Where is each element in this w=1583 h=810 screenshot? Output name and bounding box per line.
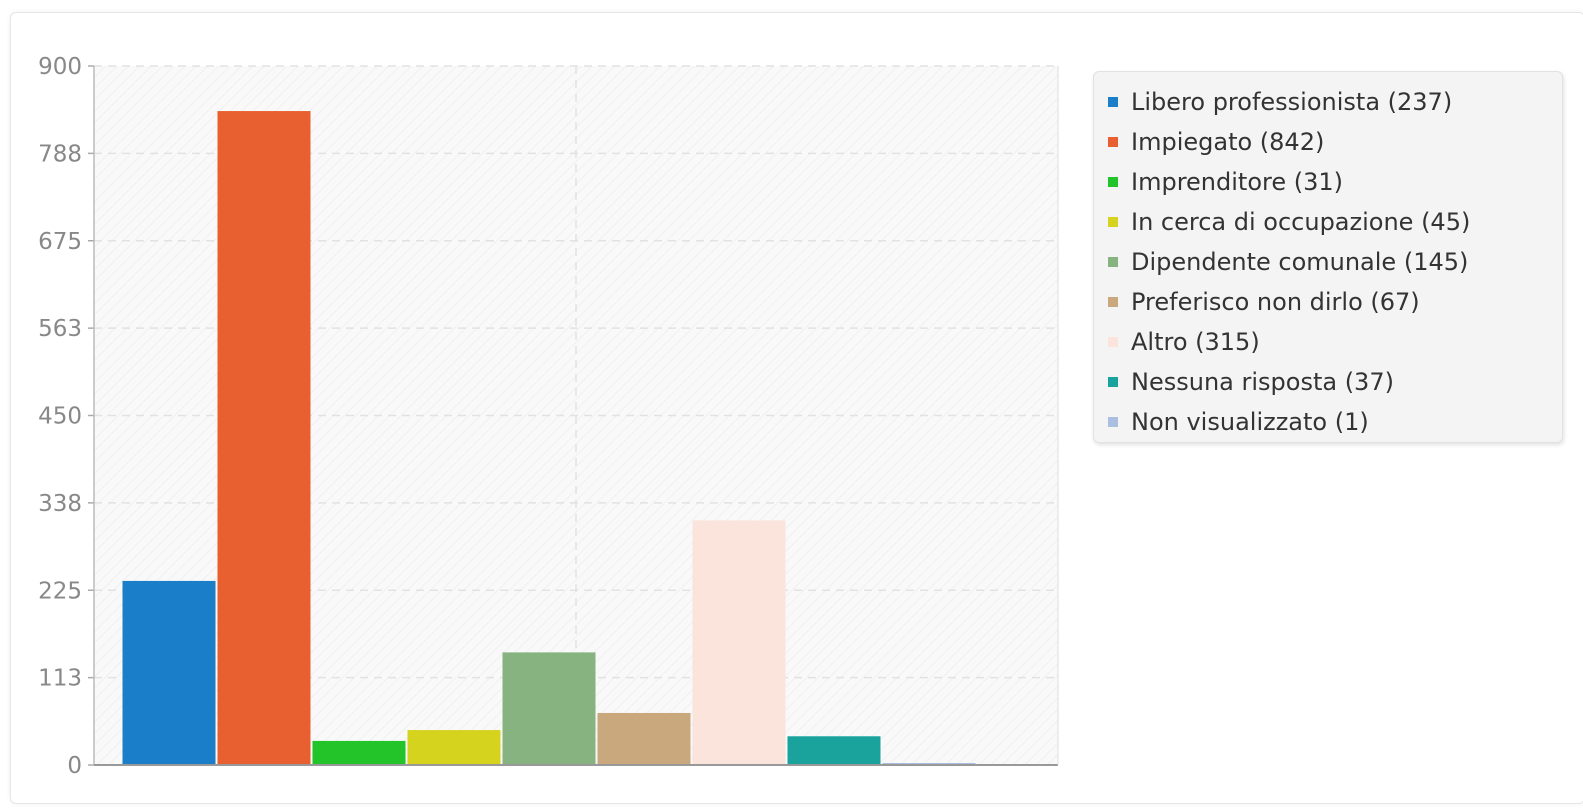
legend-label: Nessuna risposta (37) <box>1131 368 1394 396</box>
legend-swatch <box>1108 337 1118 347</box>
legend-label: Preferisco non dirlo (67) <box>1131 288 1420 316</box>
bar-dipendente-comunale[interactable] <box>502 652 596 765</box>
legend-label: Imprenditore (31) <box>1131 168 1344 196</box>
legend-label: Altro (315) <box>1131 328 1260 356</box>
legend-item[interactable]: Imprenditore (31) <box>1094 162 1562 202</box>
y-tick-label: 225 <box>38 578 82 604</box>
legend-label: Impiegato (842) <box>1131 128 1325 156</box>
legend-item[interactable]: Impiegato (842) <box>1094 122 1562 162</box>
y-tick-label: 563 <box>38 316 82 342</box>
y-tick-label: 0 <box>67 753 82 779</box>
chart-legend: Libero professionista (237) Impiegato (84… <box>1093 71 1563 443</box>
y-tick-label: 113 <box>38 666 82 692</box>
bar-in-cerca-di-occupazione[interactable] <box>407 730 501 765</box>
legend-swatch <box>1108 297 1118 307</box>
legend-swatch <box>1108 217 1118 227</box>
legend-swatch <box>1108 177 1118 187</box>
legend-swatch <box>1108 97 1118 107</box>
bar-libero-professionista[interactable] <box>122 580 216 765</box>
y-tick-label: 675 <box>38 229 82 255</box>
legend-item[interactable]: Dipendente comunale (145) <box>1094 242 1562 282</box>
chart-card: 0 113 225 338 450 563 675 788 900 Libero profess… <box>10 12 1583 804</box>
legend-label: In cerca di occupazione (45) <box>1131 208 1471 236</box>
legend-swatch <box>1108 257 1118 267</box>
legend-item[interactable]: Altro (315) <box>1094 322 1562 362</box>
y-tick-label: 900 <box>38 54 82 80</box>
bar-nessuna-risposta[interactable] <box>787 736 881 765</box>
bar-impiegato[interactable] <box>217 111 311 765</box>
y-tick-label: 788 <box>38 141 82 167</box>
legend-swatch <box>1108 417 1118 427</box>
bar-chart: 0 113 225 338 450 563 675 788 900 <box>38 54 1059 779</box>
legend-item[interactable]: Preferisco non dirlo (67) <box>1094 282 1562 322</box>
legend-swatch <box>1108 137 1118 147</box>
legend-item[interactable]: Libero professionista (237) <box>1094 82 1562 122</box>
legend-label: Libero professionista (237) <box>1131 88 1453 116</box>
bar-altro[interactable] <box>692 520 786 765</box>
legend-label: Non visualizzato (1) <box>1131 408 1369 436</box>
bar-imprenditore[interactable] <box>312 740 406 765</box>
legend-item[interactable]: Nessuna risposta (37) <box>1094 362 1562 402</box>
legend-item[interactable]: Non visualizzato (1) <box>1094 402 1562 442</box>
y-tick-label: 450 <box>38 404 82 430</box>
legend-swatch <box>1108 377 1118 387</box>
legend-label: Dipendente comunale (145) <box>1131 248 1469 276</box>
bar-preferisco-non-dirlo[interactable] <box>597 712 691 765</box>
y-tick-label: 338 <box>38 491 82 517</box>
legend-item[interactable]: In cerca di occupazione (45) <box>1094 202 1562 242</box>
